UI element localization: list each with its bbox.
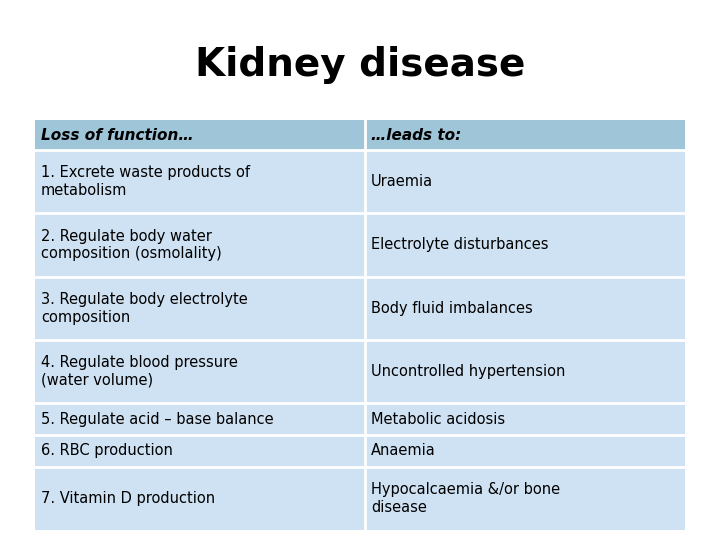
Text: Uraemia: Uraemia (371, 174, 433, 189)
Text: 2. Regulate body water
composition (osmolality): 2. Regulate body water composition (osmo… (41, 229, 222, 261)
Bar (365, 120, 685, 150)
Bar (35, 276, 365, 340)
Bar (35, 213, 365, 276)
Text: 7. Vitamin D production: 7. Vitamin D production (41, 491, 215, 506)
Text: 6. RBC production: 6. RBC production (41, 443, 173, 458)
Bar (35, 340, 365, 403)
Bar (365, 467, 685, 530)
Bar (365, 435, 685, 467)
Bar (35, 403, 365, 435)
Text: …leads to:: …leads to: (371, 127, 462, 143)
Text: Kidney disease: Kidney disease (195, 46, 525, 84)
Bar (365, 276, 685, 340)
Bar (35, 467, 365, 530)
Bar (365, 403, 685, 435)
Bar (35, 435, 365, 467)
Text: 5. Regulate acid – base balance: 5. Regulate acid – base balance (41, 411, 274, 427)
Text: Electrolyte disturbances: Electrolyte disturbances (371, 238, 549, 253)
Bar (365, 150, 685, 213)
Text: Hypocalcaemia &/or bone
disease: Hypocalcaemia &/or bone disease (371, 482, 560, 515)
Text: Anaemia: Anaemia (371, 443, 436, 458)
Text: Loss of function…: Loss of function… (41, 127, 194, 143)
Bar (365, 340, 685, 403)
Text: 1. Excrete waste products of
metabolism: 1. Excrete waste products of metabolism (41, 165, 250, 198)
Bar (35, 150, 365, 213)
Text: 3. Regulate body electrolyte
composition: 3. Regulate body electrolyte composition (41, 292, 248, 325)
Text: Metabolic acidosis: Metabolic acidosis (371, 411, 505, 427)
Text: Uncontrolled hypertension: Uncontrolled hypertension (371, 364, 565, 379)
Text: Body fluid imbalances: Body fluid imbalances (371, 301, 533, 316)
Bar (365, 213, 685, 276)
Bar (35, 120, 365, 150)
Text: 4. Regulate blood pressure
(water volume): 4. Regulate blood pressure (water volume… (41, 355, 238, 388)
